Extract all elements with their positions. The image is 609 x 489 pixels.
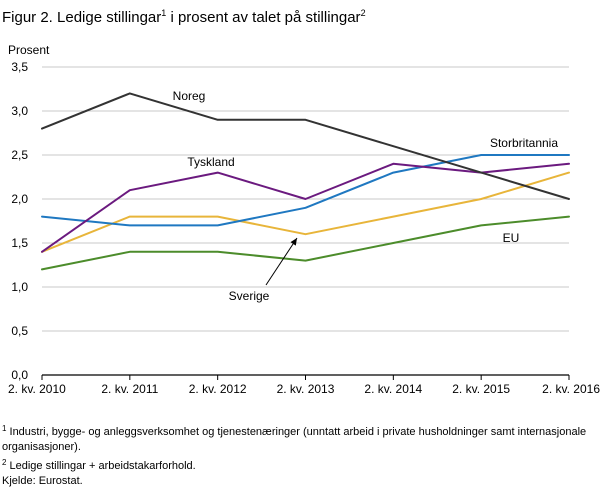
series-line-storbritannia (41, 154, 570, 227)
x-tick-labels: 2. kv. 2010 2. kv. 2011 2. kv. 2012 2. kv. … (8, 382, 600, 396)
x-tick-label: 2. kv. 2013 (277, 382, 335, 396)
footnote-1: 1 Industri, bygge- og anleggsverksomhet … (2, 421, 607, 455)
y-tick-label: 1,5 (11, 236, 28, 250)
grid-layer (41, 66, 570, 380)
series-lines (41, 92, 570, 271)
sverige-arrow-line (265, 237, 298, 286)
x-tick-label: 2. kv. 2011 (101, 382, 158, 396)
x-tick-label: 2. kv. 2014 (364, 382, 422, 396)
y-tick-label: 1,0 (11, 280, 28, 294)
x-tick-label: 2. kv. 2010 (8, 382, 66, 396)
figure-title: Figur 2. Ledige stillingar1 i prosent av… (2, 8, 366, 26)
y-axis-label: Prosent (8, 43, 50, 57)
series-label-noreg: Noreg (173, 89, 206, 103)
footnote-2-mark: 2 (2, 458, 7, 467)
series-label-storbritannia: Storbritannia (490, 136, 558, 150)
x-tick-label: 2. kv. 2016 (542, 382, 600, 396)
footnote-2: 2 Ledige stillingar + arbeidstakarforhol… (2, 455, 607, 474)
series-line-eu (41, 215, 570, 271)
x-tick-label: 2. kv. 2012 (189, 382, 247, 396)
y-tick-label: 2,0 (11, 192, 28, 206)
footnotes: 1 Industri, bygge- og anleggsverksomhet … (2, 421, 607, 489)
title-footnote-mark-1: 1 (161, 8, 167, 18)
footnote-1-text: Industri, bygge- og anleggsverksomhet og… (2, 426, 587, 453)
footnote-2-text: Ledige stillingar + arbeidstakarforhold. (6, 460, 196, 472)
series-line-sverige (41, 171, 570, 253)
sverige-arrow-head (290, 238, 297, 246)
y-tick-label: 0,5 (11, 324, 28, 338)
series-line-noreg (41, 92, 570, 200)
title-footnote-mark-2: 2 (360, 8, 366, 18)
y-tick-labels: 0,0 0,5 1,0 1,5 2,0 2,5 3,0 3,5 (11, 60, 28, 382)
y-tick-label: 3,0 (11, 104, 28, 118)
series-label-eu: EU (503, 231, 520, 245)
figure-title-text: Figur 2. Ledige stillingar (2, 9, 162, 26)
series-label-sverige: Sverige (229, 289, 270, 303)
x-tick-label: 2. kv. 2015 (452, 382, 510, 396)
y-tick-label: 2,5 (11, 148, 28, 162)
footnote-1-mark: 1 (2, 424, 7, 433)
y-tick-label: 3,5 (11, 60, 28, 74)
source-note: Kjelde: Eurostat. (2, 475, 83, 487)
y-tick-label: 0,0 (11, 368, 28, 382)
line-chart: 0,00,51,01,52,02,53,03,5 2. kv. 2010 2. k… (8, 60, 600, 396)
figure-title-middle: i prosent av talet på stillingar (166, 9, 361, 26)
series-labels: Noreg Storbritannia Tyskland Sverige EU (173, 89, 559, 303)
series-label-tyskland: Tyskland (187, 155, 234, 169)
